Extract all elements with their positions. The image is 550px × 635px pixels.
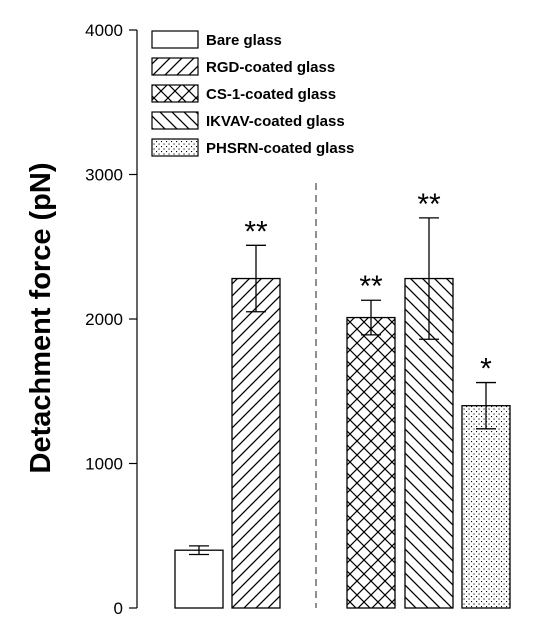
legend: Bare glass RGD-coated glass CS-1-coated gl…	[151, 30, 354, 157]
legend-label: PHSRN-coated glass	[206, 140, 354, 157]
legend-item: CS-1-coated glass	[151, 84, 336, 103]
bar-group	[174, 545, 224, 609]
y-tick-label: 2000	[85, 310, 123, 329]
bar	[174, 549, 224, 609]
legend-label: CS-1-coated glass	[206, 86, 336, 103]
legend-label: Bare glass	[206, 32, 282, 49]
y-tick-label: 1000	[85, 455, 123, 474]
legend-label: RGD-coated glass	[206, 59, 335, 76]
significance-annotation: **	[359, 270, 383, 303]
legend-swatch	[151, 84, 199, 103]
legend-label: IKVAV-coated glass	[206, 113, 345, 130]
bar	[346, 316, 396, 609]
significance-annotation: *	[480, 353, 492, 386]
bar	[461, 405, 511, 609]
y-tick-label: 0	[114, 599, 123, 618]
y-tick-label: 3000	[85, 166, 123, 185]
y-axis: 0 1000 2000 3000 4000	[85, 21, 138, 618]
legend-swatch	[151, 111, 199, 130]
bar-group: **	[404, 188, 454, 609]
bar	[231, 277, 281, 609]
legend-swatch	[151, 30, 199, 49]
bars: *******	[174, 188, 511, 609]
y-axis-title: Detachment force (pN)	[25, 163, 57, 474]
legend-item: RGD-coated glass	[151, 57, 335, 76]
bar-group: **	[231, 215, 281, 609]
legend-swatch	[151, 138, 199, 157]
significance-annotation: **	[417, 188, 441, 221]
legend-item: PHSRN-coated glass	[151, 138, 354, 157]
y-tick-label: 4000	[85, 21, 123, 40]
bar-group: **	[346, 270, 396, 609]
significance-annotation: **	[244, 215, 268, 248]
bar-group: *	[461, 353, 511, 609]
legend-item: IKVAV-coated glass	[151, 111, 345, 130]
legend-swatch	[151, 57, 199, 76]
legend-item: Bare glass	[151, 30, 282, 49]
